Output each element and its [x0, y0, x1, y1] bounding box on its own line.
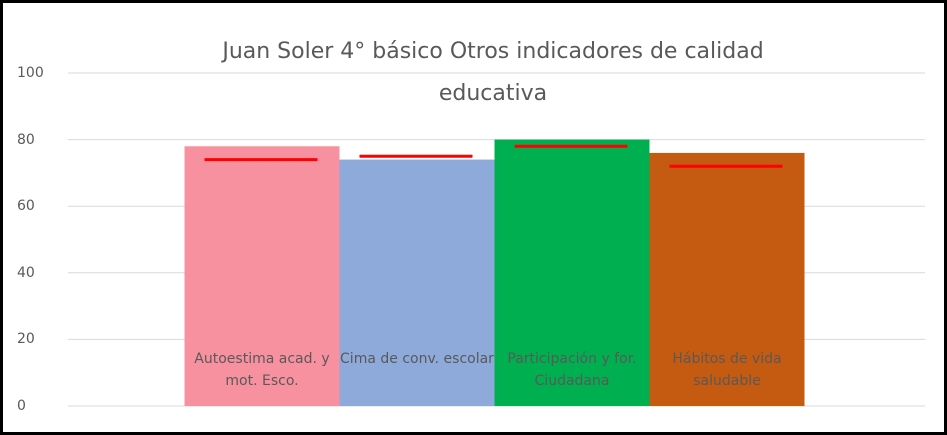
y-tick-label: 80: [17, 131, 35, 148]
y-tick-label: 100: [17, 65, 44, 81]
y-tick-label: 40: [17, 264, 35, 281]
category-label: Participación y for. Ciudadana: [507, 351, 637, 389]
bar: [494, 139, 650, 406]
bar: [339, 159, 495, 406]
category-label: Cima de conv. escolar: [340, 351, 494, 367]
category-label: Autoestima acad. y mot. Esco.: [194, 351, 330, 389]
y-tick-label: 0: [17, 398, 26, 414]
chart-title: Juan Soler 4° básico Otros indicadores d…: [222, 39, 764, 106]
chart: [68, 72, 925, 407]
bar: [184, 146, 340, 406]
category-label: Hábitos de vida saludable: [672, 351, 782, 389]
y-tick-label: 60: [17, 198, 35, 215]
y-tick-label: 20: [17, 331, 35, 348]
bar: [649, 152, 805, 406]
